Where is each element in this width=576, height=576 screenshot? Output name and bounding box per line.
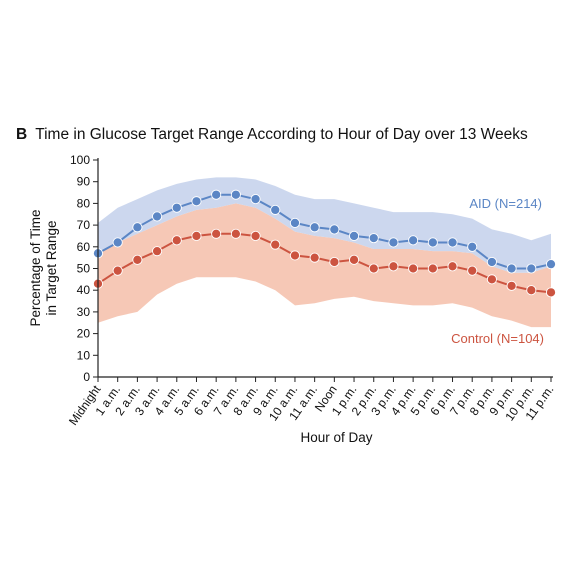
y-tick-label-10: 10 <box>77 348 91 362</box>
axis-labels: AID (N=214) Control (N=104) Hour of Day Per… <box>28 196 544 445</box>
y-tick-label-90: 90 <box>77 175 91 189</box>
control-point-15 <box>388 261 399 272</box>
control-point-13 <box>348 254 360 265</box>
aid-point-10 <box>289 217 301 228</box>
aid-point-15 <box>388 237 399 248</box>
control-point-6 <box>211 228 222 239</box>
aid-point-14 <box>368 233 379 244</box>
aid-point-6 <box>211 189 222 200</box>
y-axis-title: Percentage of Timein Target Range <box>28 209 59 326</box>
y-tick-label-100: 100 <box>70 153 90 167</box>
y-tick-label-60: 60 <box>77 240 91 254</box>
aid-point-23 <box>545 259 557 270</box>
aid-point-7 <box>230 189 241 200</box>
control-point-20 <box>486 274 497 285</box>
control-point-11 <box>309 252 320 263</box>
control-point-7 <box>230 228 241 239</box>
control-point-22 <box>526 285 537 296</box>
y-tick-label-50: 50 <box>77 262 91 276</box>
aid-point-22 <box>526 263 537 274</box>
y-tick-label-0: 0 <box>83 370 90 384</box>
aid-point-3 <box>152 211 163 222</box>
aid-point-17 <box>427 237 438 248</box>
chart-title: B Time in Glucose Target Range According … <box>16 126 528 144</box>
aid-point-11 <box>309 222 320 233</box>
aid-point-13 <box>348 230 360 241</box>
control-point-12 <box>329 256 340 268</box>
control-point-18 <box>447 261 458 272</box>
aid-range-band <box>98 177 551 273</box>
aid-point-12 <box>329 224 340 235</box>
control-point-10 <box>289 250 301 261</box>
aid-point-16 <box>408 235 419 246</box>
aid-point-1 <box>112 237 123 248</box>
y-tick-label-40: 40 <box>77 283 91 297</box>
aid-point-18 <box>447 237 458 248</box>
y-axis-title-line-1: in Target Range <box>44 220 59 315</box>
aid-point-21 <box>506 263 517 274</box>
y-tick-label-70: 70 <box>77 218 91 232</box>
aid-point-5 <box>191 196 202 207</box>
control-point-23 <box>545 287 557 298</box>
control-point-21 <box>506 280 517 291</box>
control-point-17 <box>427 263 438 274</box>
control-point-3 <box>152 246 163 257</box>
control-point-5 <box>191 230 202 241</box>
control-point-4 <box>171 235 182 246</box>
control-point-19 <box>467 265 478 276</box>
aid-point-19 <box>467 241 478 252</box>
control-point-16 <box>408 263 419 274</box>
y-tick-label-30: 30 <box>77 305 91 319</box>
aid-point-4 <box>171 202 182 213</box>
panel-title-text: Time in Glucose Target Range According t… <box>35 126 528 143</box>
aid-point-8 <box>250 194 261 205</box>
control-series-label: Control (N=104) <box>451 331 544 346</box>
aid-point-20 <box>486 256 497 268</box>
control-point-9 <box>270 239 281 250</box>
control-point-2 <box>132 254 143 265</box>
aid-point-2 <box>132 222 143 233</box>
y-axis-title-line-0: Percentage of Time <box>28 209 43 326</box>
panel-letter: B <box>16 126 28 143</box>
control-point-14 <box>368 263 379 274</box>
y-tick-label-80: 80 <box>77 196 91 210</box>
control-point-8 <box>250 230 261 241</box>
aid-point-9 <box>270 204 281 215</box>
aid-series-label: AID (N=214) <box>469 196 542 211</box>
control-point-1 <box>112 265 123 276</box>
x-axis-title: Hour of Day <box>300 430 372 445</box>
series-points <box>92 189 557 298</box>
y-tick-label-20: 20 <box>77 327 91 341</box>
